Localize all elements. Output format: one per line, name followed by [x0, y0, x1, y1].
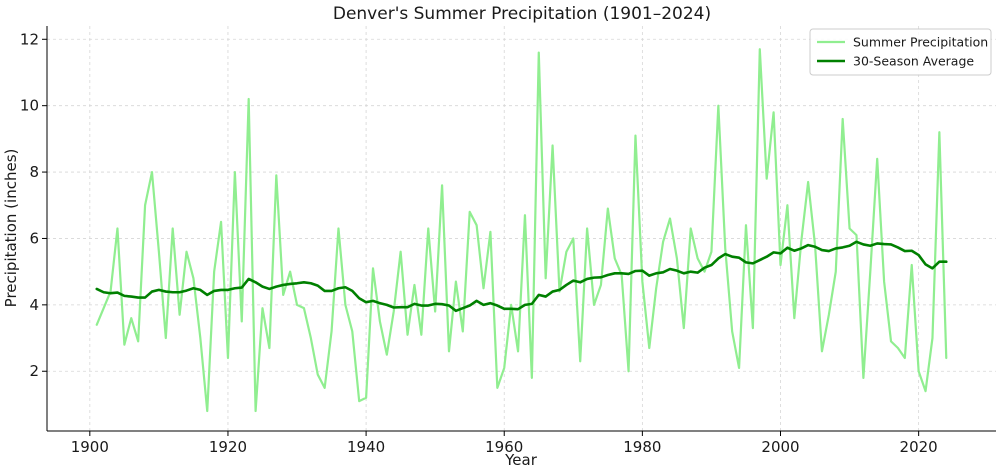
y-tick-label: 2	[29, 362, 39, 380]
axes	[46, 26, 996, 432]
30-season-average-line	[95, 240, 948, 313]
x-tick-label: 1940	[347, 438, 385, 456]
x-tick-label: 2020	[900, 438, 938, 456]
chart-title: Denver's Summer Precipitation (1901–2024…	[333, 4, 711, 24]
series-layer	[95, 48, 948, 413]
x-axis-label: Year	[504, 451, 538, 468]
y-tick-label: 8	[29, 163, 39, 181]
grid	[47, 26, 996, 431]
legend-box	[809, 28, 992, 76]
y-tick-label: 4	[29, 296, 39, 314]
y-axis-label: Precipitation (inches)	[2, 149, 20, 308]
x-tick-label: 1960	[485, 438, 523, 456]
y-tick-label: 10	[20, 97, 39, 115]
x-tick-label: 2000	[761, 438, 799, 456]
x-tick-label: 1980	[623, 438, 661, 456]
legend-label-summer-precipitation: Summer Precipitation	[853, 35, 988, 50]
x-tick-label: 1900	[71, 438, 109, 456]
summer-precipitation-line	[95, 48, 948, 413]
y-tick-label: 12	[20, 30, 39, 48]
legend-label-30-season-average: 30-Season Average	[853, 54, 974, 69]
ticks: 1900 1920 1940 1960 1980 2000 2020 2 4 6 8 10 12	[20, 30, 938, 456]
legend: Summer Precipitation 30-Season Average	[809, 28, 992, 76]
y-tick-label: 6	[29, 229, 39, 247]
x-tick-label: 1920	[209, 438, 247, 456]
